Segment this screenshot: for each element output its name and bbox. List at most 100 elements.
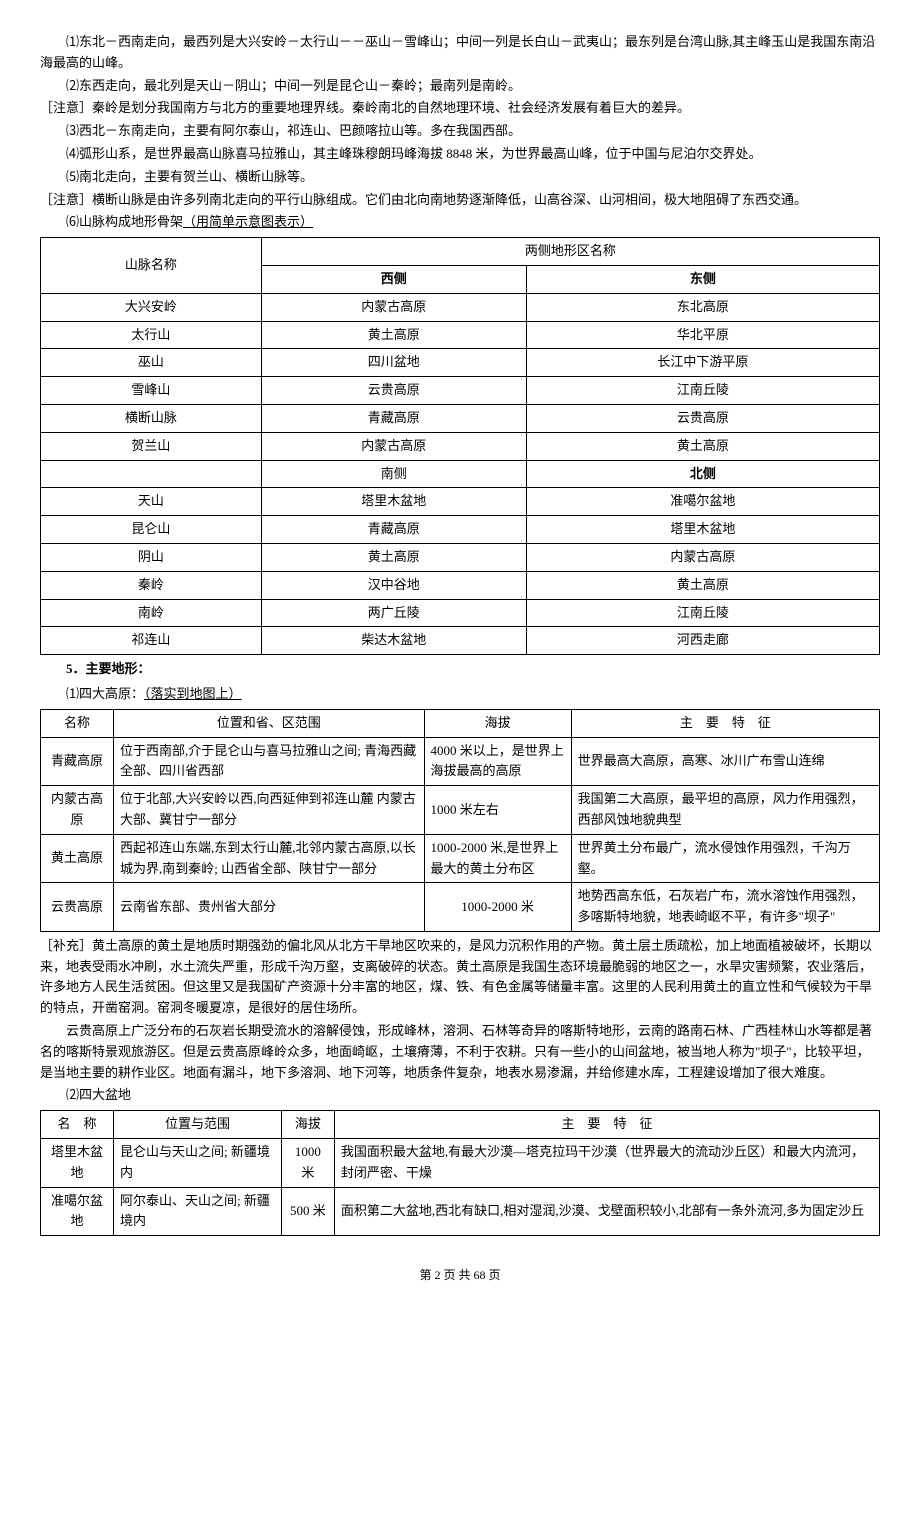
th-mountain: 山脉名称 xyxy=(41,238,262,294)
table-row: 秦岭汉中谷地黄土高原 xyxy=(41,571,880,599)
table-row: 南侧 北侧 xyxy=(41,460,880,488)
cell: 青藏高原 xyxy=(261,404,526,432)
cell: 位于西南部,介于昆仑山与喜马拉雅山之间; 青海西藏全部、四川省西部 xyxy=(114,737,425,786)
cell: 大兴安岭 xyxy=(41,293,262,321)
cell: 内蒙古高原 xyxy=(41,786,114,835)
th-east: 东侧 xyxy=(526,265,879,293)
cell: 祁连山 xyxy=(41,627,262,655)
cell: 黄土高原 xyxy=(526,571,879,599)
table-row: 太行山黄土高原华北平原 xyxy=(41,321,880,349)
cell: 阴山 xyxy=(41,543,262,571)
cell: 西起祁连山东端,东到太行山麓,北邻内蒙古高原,以长城为界,南到秦岭; 山西省全部… xyxy=(114,834,425,883)
th-alt: 海拔 xyxy=(281,1111,334,1139)
cell: 青藏高原 xyxy=(261,516,526,544)
sub1-prefix: ⑴四大高原： xyxy=(66,686,144,701)
cell: 华北平原 xyxy=(526,321,879,349)
cell: 1000-2000 米,是世界上最大的黄土分布区 xyxy=(424,834,571,883)
th-north: 北侧 xyxy=(526,460,879,488)
mountain-table: 山脉名称 两侧地形区名称 西侧 东侧 大兴安岭内蒙古高原东北高原 太行山黄土高原… xyxy=(40,237,880,655)
cell: 长江中下游平原 xyxy=(526,349,879,377)
cell: 内蒙古高原 xyxy=(261,432,526,460)
cell: 黄土高原 xyxy=(526,432,879,460)
table-row: 昆仑山青藏高原塔里木盆地 xyxy=(41,516,880,544)
th-feat: 主 要 特 征 xyxy=(571,709,879,737)
table-row: 黄土高原西起祁连山东端,东到太行山麓,北邻内蒙古高原,以长城为界,南到秦岭; 山… xyxy=(41,834,880,883)
th-loc: 位置和省、区范围 xyxy=(114,709,425,737)
table-row: 大兴安岭内蒙古高原东北高原 xyxy=(41,293,880,321)
cell: 江南丘陵 xyxy=(526,599,879,627)
cell: 内蒙古高原 xyxy=(526,543,879,571)
sub-2: ⑵四大盆地 xyxy=(40,1085,880,1106)
cell: 世界最高大高原，高寒、冰川广布雪山连绵 xyxy=(571,737,879,786)
para-5: ⑸南北走向，主要有贺兰山、横断山脉等。 xyxy=(40,167,880,188)
table-row: 巫山四川盆地长江中下游平原 xyxy=(41,349,880,377)
th-name: 名 称 xyxy=(41,1111,114,1139)
p6-prefix: ⑹山脉构成地形骨架 xyxy=(66,214,183,229)
table-row: 雪峰山云贵高原江南丘陵 xyxy=(41,377,880,405)
th-loc: 位置与范围 xyxy=(114,1111,282,1139)
para-2: ⑵东西走向，最北列是天山－阴山；中间一列是昆仑山－秦岭；最南列是南岭。 xyxy=(40,76,880,97)
table-row: 南岭两广丘陵江南丘陵 xyxy=(41,599,880,627)
table-row: 云贵高原云南省东部、贵州省大部分1000-2000 米地势西高东低，石灰岩广布，… xyxy=(41,883,880,932)
table-row: 横断山脉青藏高原云贵高原 xyxy=(41,404,880,432)
cell: 汉中谷地 xyxy=(261,571,526,599)
para-3: ⑶西北－东南走向，主要有阿尔泰山，祁连山、巴颜喀拉山等。多在我国西部。 xyxy=(40,121,880,142)
cell: 河西走廊 xyxy=(526,627,879,655)
note-1: ［注意］秦岭是划分我国南方与北方的重要地理界线。秦岭南北的自然地理环境、社会经济… xyxy=(40,98,880,119)
table-row: 名 称 位置与范围 海拔 主 要 特 征 xyxy=(41,1111,880,1139)
cell: 两广丘陵 xyxy=(261,599,526,627)
cell: 世界黄土分布最广，流水侵蚀作用强烈，千沟万壑。 xyxy=(571,834,879,883)
cell: 贺兰山 xyxy=(41,432,262,460)
cell: 昆仑山 xyxy=(41,516,262,544)
cell: 内蒙古高原 xyxy=(261,293,526,321)
page-footer: 第 2 页 共 68 页 xyxy=(40,1266,880,1285)
plateau-table: 名称 位置和省、区范围 海拔 主 要 特 征 青藏高原位于西南部,介于昆仑山与喜… xyxy=(40,709,880,932)
table-row: 天山塔里木盆地准噶尔盆地 xyxy=(41,488,880,516)
cell: 黄土高原 xyxy=(41,834,114,883)
cell: 1000 米左右 xyxy=(424,786,571,835)
cell: 我国面积最大盆地,有最大沙漠—塔克拉玛干沙漠（世界最大的流动沙丘区）和最大内流河… xyxy=(334,1139,879,1188)
section-5-title: 5．主要地形： xyxy=(40,659,880,680)
table-row: 准噶尔盆地阿尔泰山、天山之间; 新疆境内500 米面积第二大盆地,西北有缺口,相… xyxy=(41,1187,880,1236)
th-feat: 主 要 特 征 xyxy=(334,1111,879,1139)
cell: 巫山 xyxy=(41,349,262,377)
para-6: ⑹山脉构成地形骨架（用简单示意图表示） xyxy=(40,212,880,233)
cell: 塔里木盆地 xyxy=(261,488,526,516)
cell: 横断山脉 xyxy=(41,404,262,432)
table-row: 塔里木盆地昆仑山与天山之间; 新疆境内1000 米我国面积最大盆地,有最大沙漠—… xyxy=(41,1139,880,1188)
cell: 江南丘陵 xyxy=(526,377,879,405)
table-row: 阴山黄土高原内蒙古高原 xyxy=(41,543,880,571)
cell: 我国第二大高原，最平坦的高原，风力作用强烈，西部风蚀地貌典型 xyxy=(571,786,879,835)
cell: 地势西高东低，石灰岩广布，流水溶蚀作用强烈，多喀斯特地貌，地表崎岖不平，有许多"… xyxy=(571,883,879,932)
table-row: 贺兰山内蒙古高原黄土高原 xyxy=(41,432,880,460)
cell: 太行山 xyxy=(41,321,262,349)
table-row: 青藏高原位于西南部,介于昆仑山与喜马拉雅山之间; 青海西藏全部、四川省西部400… xyxy=(41,737,880,786)
cell: 准噶尔盆地 xyxy=(526,488,879,516)
para-1: ⑴东北－西南走向，最西列是大兴安岭－太行山－－巫山－雪峰山；中间一列是长白山－武… xyxy=(40,32,880,74)
cell: 4000 米以上，是世界上海拔最高的高原 xyxy=(424,737,571,786)
cell: 天山 xyxy=(41,488,262,516)
table-row: 祁连山柴达木盆地河西走廊 xyxy=(41,627,880,655)
cell: 黄土高原 xyxy=(261,321,526,349)
cell: 位于北部,大兴安岭以西,向西延伸到祁连山麓 内蒙古大部、冀甘宁一部分 xyxy=(114,786,425,835)
th-name: 名称 xyxy=(41,709,114,737)
table-row: 内蒙古高原位于北部,大兴安岭以西,向西延伸到祁连山麓 内蒙古大部、冀甘宁一部分1… xyxy=(41,786,880,835)
cell: 柴达木盆地 xyxy=(261,627,526,655)
cell: 云贵高原 xyxy=(526,404,879,432)
basin-table: 名 称 位置与范围 海拔 主 要 特 征 塔里木盆地昆仑山与天山之间; 新疆境内… xyxy=(40,1110,880,1236)
cell: 秦岭 xyxy=(41,571,262,599)
cell: 四川盆地 xyxy=(261,349,526,377)
sub-1: ⑴四大高原：（落实到地图上） xyxy=(40,684,880,705)
table-row: 名称 位置和省、区范围 海拔 主 要 特 征 xyxy=(41,709,880,737)
para-4: ⑷弧形山系，是世界最高山脉喜马拉雅山，其主峰珠穆朗玛峰海拔 8848 米，为世界… xyxy=(40,144,880,165)
cell: 黄土高原 xyxy=(261,543,526,571)
cell: 准噶尔盆地 xyxy=(41,1187,114,1236)
cell: 南岭 xyxy=(41,599,262,627)
supplement-1: ［补充］黄土高原的黄土是地质时期强劲的偏北风从北方干旱地区吹来的，是风力沉积作用… xyxy=(40,936,880,1019)
cell: 阿尔泰山、天山之间; 新疆境内 xyxy=(114,1187,282,1236)
cell: 塔里木盆地 xyxy=(41,1139,114,1188)
cell: 青藏高原 xyxy=(41,737,114,786)
supplement-2: 云贵高原上广泛分布的石灰岩长期受流水的溶解侵蚀，形成峰林，溶洞、石林等奇异的喀斯… xyxy=(40,1021,880,1083)
cell: 1000 米 xyxy=(281,1139,334,1188)
cell: 面积第二大盆地,西北有缺口,相对湿润,沙漠、戈壁面积较小,北部有一条外流河,多为… xyxy=(334,1187,879,1236)
